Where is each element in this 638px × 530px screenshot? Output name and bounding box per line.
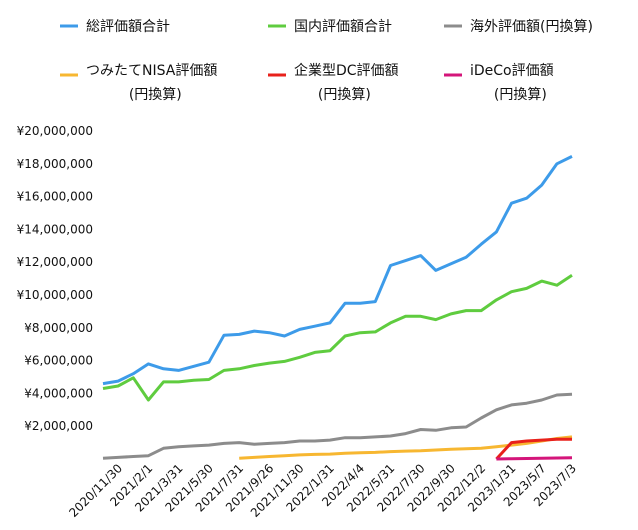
y-tick-label: ¥8,000,000 — [24, 321, 93, 335]
series-line — [496, 456, 573, 461]
legend-line: iDeCo評価額 — [470, 63, 554, 79]
legend-line: 企業型DC評価額 — [294, 62, 399, 79]
series-line — [102, 155, 573, 386]
y-tick-label: ¥20,000,000 — [17, 124, 93, 138]
y-tick-label: ¥18,000,000 — [17, 157, 93, 171]
series-line — [495, 437, 572, 461]
y-tick-label: ¥14,000,000 — [17, 222, 93, 236]
y-tick-label: ¥10,000,000 — [17, 288, 93, 302]
y-tick-label: ¥2,000,000 — [24, 419, 93, 433]
legend-label: つみたてNISA評価額 (円換算) — [86, 63, 217, 103]
series-line — [239, 435, 573, 460]
y-tick-label: ¥16,000,000 — [17, 190, 93, 204]
legend-label: 総評価額合計 — [86, 19, 170, 35]
y-tick-label: ¥4,000,000 — [24, 386, 93, 400]
legend-label: iDeCo評価額 (円換算) — [470, 63, 554, 103]
legend-line: つみたてNISA評価額 — [86, 63, 217, 79]
legend-label: 国内評価額合計 — [294, 19, 392, 35]
legend-line: (円換算) — [129, 87, 182, 103]
series-line — [102, 392, 573, 460]
series-line — [102, 274, 573, 402]
legend-line: (円換算) — [318, 87, 371, 103]
y-tick-label: ¥6,000,000 — [24, 354, 93, 368]
y-tick-label: ¥12,000,000 — [17, 255, 93, 269]
legend-line: (円換算) — [494, 87, 547, 103]
legend-label: 海外評価額(円換算) — [470, 19, 593, 35]
legend-label: 企業型DC評価額 (円換算) — [294, 62, 399, 103]
